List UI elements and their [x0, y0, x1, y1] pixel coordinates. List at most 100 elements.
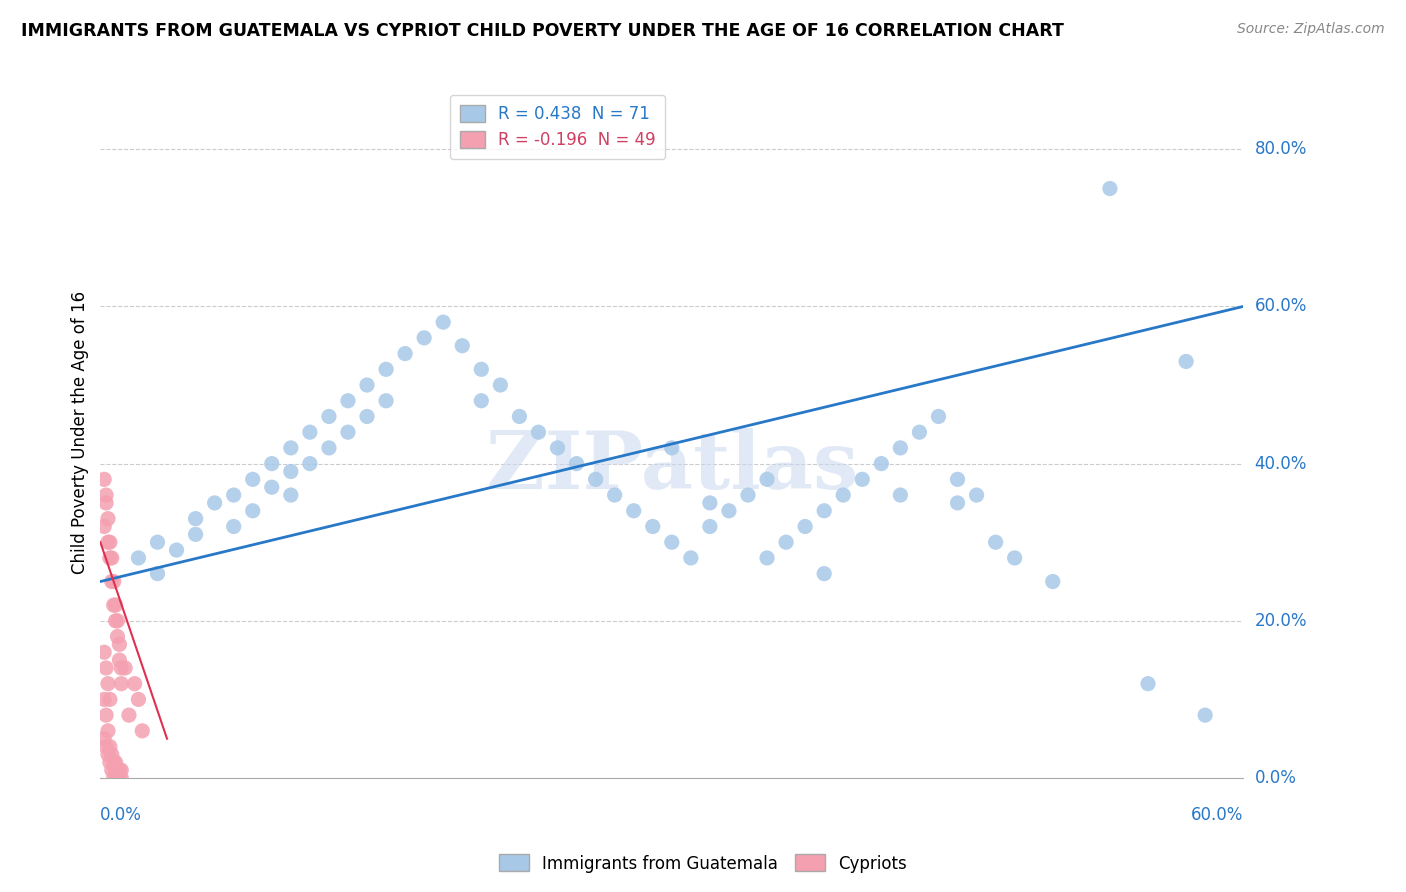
Text: ZIPatlas: ZIPatlas	[485, 428, 858, 506]
Point	[108, 763, 131, 777]
Point	[98, 535, 121, 549]
Point	[927, 409, 949, 424]
Point	[97, 676, 120, 690]
Point	[375, 362, 398, 376]
Point	[394, 346, 416, 360]
Point	[222, 488, 245, 502]
Point	[565, 457, 588, 471]
Point	[104, 598, 127, 612]
Point	[280, 441, 302, 455]
Point	[222, 519, 245, 533]
Point	[166, 543, 188, 558]
Text: 80.0%: 80.0%	[1254, 140, 1308, 158]
Point	[101, 550, 124, 565]
Point	[146, 535, 169, 549]
Point	[94, 496, 117, 510]
Point	[908, 425, 931, 440]
Point	[94, 708, 117, 723]
Point	[93, 472, 115, 486]
Point	[242, 472, 264, 486]
Point	[623, 504, 645, 518]
Text: IMMIGRANTS FROM GUATEMALA VS CYPRIOT CHILD POVERTY UNDER THE AGE OF 16 CORRELATI: IMMIGRANTS FROM GUATEMALA VS CYPRIOT CHI…	[21, 22, 1064, 40]
Y-axis label: Child Poverty Under the Age of 16: Child Poverty Under the Age of 16	[72, 291, 89, 574]
Point	[204, 496, 226, 510]
Point	[508, 409, 530, 424]
Point	[413, 331, 436, 345]
Point	[585, 472, 607, 486]
Point	[93, 692, 115, 706]
Legend: Immigrants from Guatemala, Cypriots: Immigrants from Guatemala, Cypriots	[492, 847, 914, 880]
Point	[737, 488, 759, 502]
Point	[756, 472, 779, 486]
Point	[717, 504, 740, 518]
Point	[104, 614, 127, 628]
Point	[813, 566, 835, 581]
Point	[1175, 354, 1198, 368]
Point	[756, 550, 779, 565]
Point	[104, 756, 127, 770]
Point	[260, 457, 283, 471]
Point	[110, 763, 132, 777]
Point	[813, 504, 835, 518]
Point	[98, 550, 121, 565]
Point	[280, 488, 302, 502]
Point	[103, 771, 125, 785]
Point	[336, 425, 359, 440]
Point	[103, 574, 125, 589]
Text: 40.0%: 40.0%	[1254, 455, 1308, 473]
Point	[851, 472, 873, 486]
Point	[103, 756, 125, 770]
Point	[432, 315, 454, 329]
Point	[146, 566, 169, 581]
Point	[127, 550, 149, 565]
Point	[679, 550, 702, 565]
Point	[108, 653, 131, 667]
Point	[946, 472, 969, 486]
Point	[124, 676, 146, 690]
Point	[103, 598, 125, 612]
Point	[298, 457, 321, 471]
Point	[114, 661, 136, 675]
Point	[98, 756, 121, 770]
Point	[375, 393, 398, 408]
Point	[547, 441, 569, 455]
Point	[984, 535, 1007, 549]
Point	[98, 692, 121, 706]
Point	[107, 763, 129, 777]
Point	[775, 535, 797, 549]
Text: 60.0%: 60.0%	[1191, 805, 1243, 823]
Point	[1194, 708, 1216, 723]
Point	[93, 519, 115, 533]
Legend: R = 0.438  N = 71, R = -0.196  N = 49: R = 0.438 N = 71, R = -0.196 N = 49	[450, 95, 665, 160]
Point	[94, 488, 117, 502]
Point	[946, 496, 969, 510]
Point	[832, 488, 855, 502]
Text: 0.0%: 0.0%	[100, 805, 142, 823]
Point	[110, 661, 132, 675]
Point	[889, 488, 911, 502]
Point	[107, 771, 129, 785]
Point	[966, 488, 988, 502]
Point	[110, 771, 132, 785]
Point	[661, 441, 683, 455]
Point	[870, 457, 893, 471]
Point	[127, 692, 149, 706]
Point	[93, 731, 115, 746]
Point	[242, 504, 264, 518]
Point	[699, 519, 721, 533]
Point	[260, 480, 283, 494]
Point	[184, 511, 207, 525]
Point	[470, 393, 492, 408]
Point	[101, 574, 124, 589]
Point	[1042, 574, 1064, 589]
Text: 0.0%: 0.0%	[1254, 769, 1296, 787]
Point	[107, 630, 129, 644]
Point	[131, 723, 153, 738]
Point	[336, 393, 359, 408]
Point	[489, 378, 512, 392]
Point	[356, 409, 378, 424]
Point	[603, 488, 626, 502]
Point	[699, 496, 721, 510]
Point	[641, 519, 664, 533]
Point	[94, 661, 117, 675]
